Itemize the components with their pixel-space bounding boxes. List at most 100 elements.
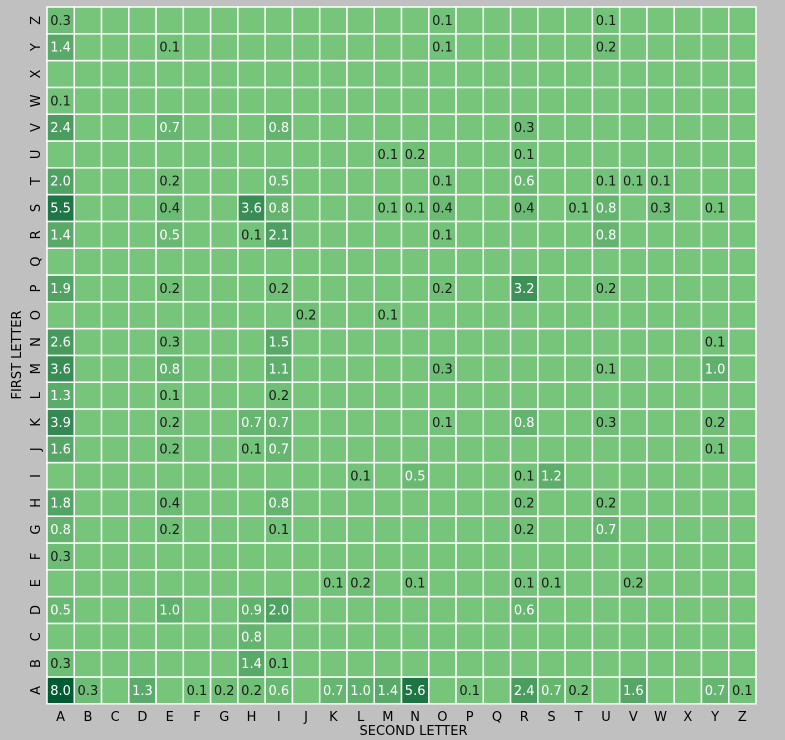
cell-value-label: 0.4 <box>159 496 180 511</box>
cell-value-label: 0.1 <box>459 684 480 699</box>
heatmap-cell-VB <box>73 113 103 142</box>
heatmap-cell-UQ <box>482 140 512 169</box>
heatmap-cell-LK <box>318 381 348 410</box>
cell-value-label: 1.1 <box>268 362 289 377</box>
heatmap-cell-VY <box>700 113 730 142</box>
heatmap-cell-CU <box>591 622 621 651</box>
heatmap-cell-OU <box>591 301 621 330</box>
heatmap-cell-JW <box>646 435 675 464</box>
heatmap-cell-PZ <box>728 274 757 303</box>
heatmap-cell-FI <box>264 542 294 571</box>
cell-value-label: 2.6 <box>50 336 71 351</box>
heatmap-cell-PX <box>673 274 703 303</box>
heatmap-cell-XW <box>646 59 675 89</box>
heatmap-cell-ZN <box>400 6 430 35</box>
heatmap-cell-CN <box>400 622 430 651</box>
heatmap-cell-LT <box>564 381 594 410</box>
heatmap-cell-HP <box>455 488 485 517</box>
heatmap-cell-BY <box>700 649 730 678</box>
x-tick-label: K <box>329 710 338 725</box>
cell-value-label: 0.2 <box>514 523 535 538</box>
cell-value-label: 0.7 <box>596 523 617 538</box>
heatmap-cell-IT <box>564 461 594 491</box>
heatmap-cell-IB <box>73 461 103 491</box>
heatmap-cell-YH <box>237 33 266 62</box>
heatmap-cell-OV <box>618 301 648 330</box>
heatmap-cell-IS <box>537 461 566 491</box>
heatmap-cell-FP <box>455 542 485 571</box>
heatmap-cell-BZ <box>728 649 757 678</box>
heatmap-cell-ZS <box>537 6 566 35</box>
heatmap-cell-KX <box>673 408 703 437</box>
cell-value-label: 0.1 <box>268 657 289 672</box>
heatmap-cell-VV <box>618 113 648 142</box>
heatmap-cell-FR <box>509 542 539 571</box>
heatmap-cell-PG <box>209 274 239 303</box>
heatmap-cell-II <box>264 461 294 491</box>
heatmap-cell-VZ <box>728 113 757 142</box>
heatmap-cell-PT <box>564 274 594 303</box>
heatmap-cell-NA <box>46 327 76 357</box>
heatmap-cell-HR <box>509 488 539 517</box>
heatmap-cell-WI <box>264 86 294 115</box>
heatmap-cell-JP <box>455 435 485 464</box>
cell-value-label: 0.1 <box>405 577 426 592</box>
heatmap-cell-PE <box>155 274 185 303</box>
heatmap-cell-SZ <box>728 193 757 223</box>
heatmap-cell-TJ <box>291 167 321 196</box>
heatmap-cell-EW <box>646 569 675 598</box>
heatmap-cell-XC <box>100 59 130 89</box>
heatmap-cell-OE <box>155 301 185 330</box>
heatmap-cell-ZR <box>509 6 539 35</box>
heatmap-cell-XG <box>209 59 239 89</box>
heatmap-cell-LS <box>537 381 566 410</box>
cell-value-label: 0.4 <box>514 202 535 217</box>
heatmap-cell-LN <box>400 381 430 410</box>
cell-value-label: 0.7 <box>159 121 180 136</box>
x-tick-label: N <box>410 710 420 725</box>
heatmap-cell-YV <box>618 33 648 62</box>
heatmap-cell-NB <box>73 327 103 357</box>
heatmap-cell-TD <box>128 167 157 196</box>
heatmap-cell-YR <box>509 33 539 62</box>
cell-value-label: 3.2 <box>514 282 535 297</box>
heatmap-cell-SB <box>73 193 103 223</box>
cell-value-label: 0.2 <box>159 443 180 458</box>
heatmap-cell-BJ <box>291 649 321 678</box>
cell-value-label: 0.1 <box>432 228 453 243</box>
heatmap-cell-VO <box>428 113 457 142</box>
heatmap-cell-GY <box>700 515 730 544</box>
heatmap-cell-DQ <box>482 595 512 625</box>
heatmap-cell-PH <box>237 274 266 303</box>
heatmap-cell-CJ <box>291 622 321 651</box>
heatmap-cell-FN <box>400 542 430 571</box>
heatmap-cell-JS <box>537 435 566 464</box>
heatmap-cell-PC <box>100 274 130 303</box>
heatmap-cell-ZW <box>646 6 675 35</box>
x-tick-label: B <box>83 710 92 725</box>
heatmap-cell-GM <box>373 515 403 544</box>
heatmap-cell-YY <box>700 33 730 62</box>
heatmap-cell-IW <box>646 461 675 491</box>
heatmap-cell-EB <box>73 569 103 598</box>
heatmap-cell-SD <box>128 193 157 223</box>
heatmap-cell-ZX <box>673 6 703 35</box>
cell-value-label: 0.8 <box>596 228 617 243</box>
y-tick-label: F <box>29 553 44 560</box>
x-tick-label: C <box>111 710 120 725</box>
heatmap-cell-RL <box>346 220 375 249</box>
heatmap-cell-NK <box>318 327 348 357</box>
heatmap-cell-KD <box>128 408 157 437</box>
heatmap-cell-FZ <box>728 542 757 571</box>
heatmap-cell-UL <box>346 140 375 169</box>
heatmap-cell-ZG <box>209 6 239 35</box>
heatmap-cell-US <box>537 140 566 169</box>
heatmap-cell-ZV <box>618 6 648 35</box>
heatmap-cell-IF <box>182 461 212 491</box>
heatmap-cell-AA <box>46 676 76 705</box>
heatmap-cell-LU <box>591 381 621 410</box>
heatmap-cell-MQ <box>482 354 512 383</box>
cell-value-label: 0.1 <box>596 14 617 29</box>
heatmap-cell-RQ <box>482 220 512 249</box>
heatmap-cell-TC <box>100 167 130 196</box>
